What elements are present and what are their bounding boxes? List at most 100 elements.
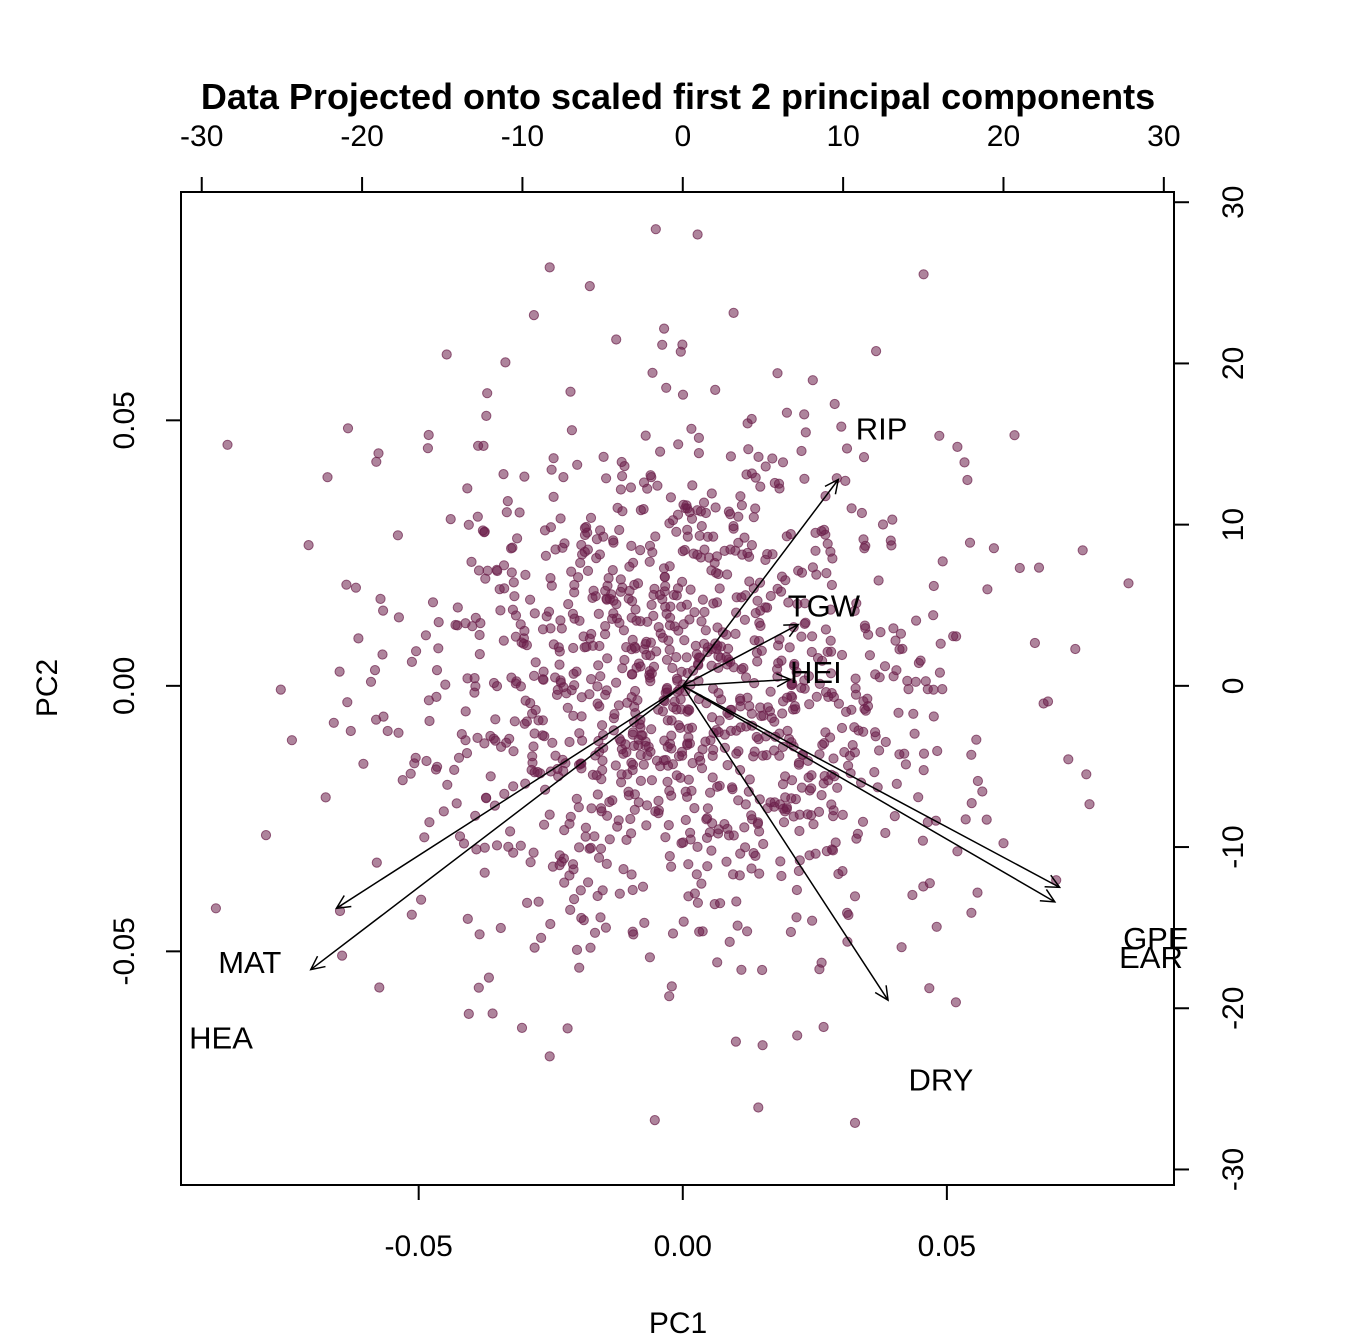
data-point [652,480,663,491]
data-point [539,819,550,830]
data-point [638,504,649,515]
data-point [627,727,639,738]
data-point [593,852,605,863]
data-point [463,1008,474,1020]
data-point [611,334,622,345]
data-point [406,909,417,920]
data-point [490,735,501,746]
data-point [741,469,752,480]
data-point [397,775,408,786]
right-tick-label: 0 [1217,678,1250,695]
data-point [472,511,483,522]
data-point [791,666,802,678]
data-point [860,540,871,551]
data-point [593,660,604,671]
data-point [657,706,669,717]
data-point [691,649,702,660]
data-point [776,870,787,882]
data-point [569,579,580,591]
data-point [353,633,364,644]
data-point [462,483,473,494]
data-point [586,674,597,685]
data-point [749,746,760,757]
data-point [689,803,700,814]
data-point [545,522,557,533]
data-point [365,676,377,687]
data-point [998,838,1009,849]
data-point [746,540,758,551]
data-point [1070,643,1081,655]
data-point [785,529,796,540]
data-point [575,885,586,896]
data-point [334,666,345,677]
data-point [467,621,478,632]
data-point [430,764,442,775]
data-point [619,461,630,472]
data-point [595,803,607,814]
data-point [558,472,569,483]
data-point [525,698,536,709]
data-point [222,439,233,450]
data-point [928,610,939,621]
data-point [850,673,861,684]
data-point [520,569,531,581]
data-point [736,964,747,975]
data-point [478,440,489,451]
loading-arrow-hei [682,678,791,687]
data-point [345,725,356,737]
data-point [661,382,672,393]
data-point [859,703,870,715]
data-point [959,457,970,468]
data-point [676,666,687,677]
loading-arrow-ear [682,685,1056,903]
data-point [664,620,676,631]
data-point [607,613,618,625]
right-tick-label: -30 [1217,1148,1250,1191]
data-point [559,825,570,836]
bottom-tick-label: 0.00 [654,1230,712,1263]
data-point [529,670,540,682]
data-point [727,784,738,795]
data-point [562,702,573,713]
data-point [499,583,510,594]
data-point [697,594,709,605]
data-point [582,565,594,577]
data-point [689,607,700,618]
data-point [900,759,912,770]
data-point [924,983,935,994]
data-point [678,619,689,630]
data-point [667,759,679,770]
data-point [806,783,817,794]
data-point [564,736,575,748]
data-point [767,453,778,464]
data-point [723,643,734,654]
data-point [547,861,559,872]
data-point [677,576,688,588]
data-point [508,577,519,588]
data-point [1014,562,1025,574]
data-point [666,861,677,872]
variable-label-ear: EAR [1119,940,1183,975]
data-point [689,888,701,899]
data-point [598,451,609,462]
data-point [583,877,594,888]
data-point [337,950,348,961]
data-point [554,646,565,657]
data-point [614,888,625,899]
data-point [509,591,520,602]
data-point [562,1023,573,1034]
data-point [595,843,607,854]
data-point [614,524,625,536]
data-point [626,644,637,655]
data-point [736,664,747,675]
data-point [518,638,529,649]
data-point [537,715,549,726]
data-point [487,1008,498,1019]
arrow-head-mat [334,895,352,910]
data-point [472,732,483,744]
data-point [573,802,584,813]
data-point [685,584,696,595]
data-point [870,731,881,742]
data-point [744,774,755,785]
data-point [592,698,603,709]
